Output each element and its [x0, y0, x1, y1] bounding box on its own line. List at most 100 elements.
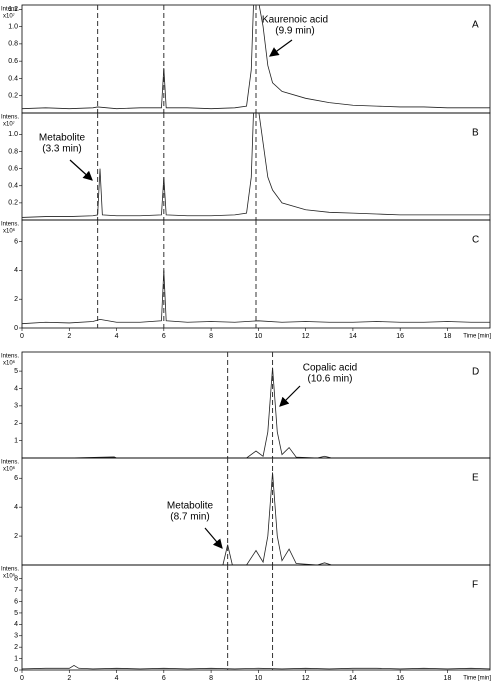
x-tick-label: 8: [209, 333, 213, 340]
panel-letter: A: [472, 20, 479, 31]
x-tick-label: 2: [67, 675, 71, 682]
x-tick-label: 10: [254, 675, 262, 682]
y-tick-label: 6: [14, 598, 18, 605]
annotation-text: Metabolite: [39, 133, 86, 144]
y-tick-label: 4: [14, 267, 18, 274]
y-tick-label: 6: [14, 238, 18, 245]
x-tick-label: 0: [20, 675, 24, 682]
x-tick-label: 6: [162, 333, 166, 340]
annotation-arrow: [69, 159, 93, 181]
y-tick-label: 0.8: [8, 41, 18, 48]
y-tick-label: 0.2: [8, 93, 18, 100]
y-tick-label: 3: [14, 633, 18, 640]
panel-plot: [22, 113, 490, 220]
y-tick-label: 2: [14, 533, 18, 540]
y-tick-label: 4: [14, 504, 18, 511]
y-tick-label: 5: [14, 610, 18, 617]
y-tick-label: 1: [14, 655, 18, 662]
y-axis-unit: x10⁶: [3, 466, 16, 473]
x-tick-label: 18: [444, 675, 452, 682]
panel-plot: [22, 352, 490, 458]
x-tick-label: 12: [302, 675, 310, 682]
panel-letter: F: [472, 580, 478, 591]
x-axis-label: Time [min]: [463, 334, 491, 340]
annotation-arrow: [269, 39, 293, 57]
y-tick-label: 3: [14, 403, 18, 410]
x-tick-label: 14: [349, 675, 357, 682]
annotation-text: Metabolite: [167, 501, 214, 512]
y-tick-label: 1.0: [8, 131, 18, 138]
panel-frame: [21, 457, 491, 566]
y-tick-label: 0: [14, 325, 18, 332]
x-tick-label: 4: [115, 333, 119, 340]
y-tick-label: 1.0: [8, 23, 18, 30]
panel-frame: [21, 564, 491, 671]
y-tick-label: 0.6: [8, 165, 18, 172]
chromatogram-trace: [22, 270, 490, 325]
x-tick-label: 4: [115, 675, 119, 682]
annotation-text: (9.9 min): [275, 26, 314, 37]
x-tick-label: 6: [162, 675, 166, 682]
y-tick-label: 2: [14, 644, 18, 651]
y-axis-label: Intens.: [1, 460, 19, 466]
y-axis-unit: x10⁶: [3, 228, 16, 235]
x-tick-label: 2: [67, 333, 71, 340]
x-tick-label: 16: [396, 675, 404, 682]
panel-plot: [22, 220, 490, 328]
panel-letter: B: [472, 128, 479, 139]
chromatogram-trace: [22, 113, 490, 218]
y-axis-label: Intens.: [1, 7, 19, 13]
y-axis-unit: x10⁷: [3, 121, 15, 128]
panel-plot: [22, 458, 490, 565]
y-tick-label: 4: [14, 621, 18, 628]
y-axis-label: Intens.: [1, 567, 19, 573]
annotation-text: (3.3 min): [42, 144, 81, 155]
annotation-text: Kaurenoic acid: [262, 15, 328, 26]
y-tick-label: 4: [14, 385, 18, 392]
panel-frame: [21, 351, 491, 459]
y-tick-label: 0.2: [8, 200, 18, 207]
y-tick-label: 7: [14, 587, 18, 594]
y-tick-label: 2: [14, 420, 18, 427]
chromatogram-trace: [22, 664, 490, 670]
y-tick-label: 0: [14, 667, 18, 674]
panel-letter: E: [472, 473, 479, 484]
x-tick-label: 8: [209, 675, 213, 682]
annotation-arrow: [279, 385, 301, 407]
panel-letter: D: [472, 367, 479, 378]
y-axis-label: Intens.: [1, 354, 19, 360]
y-tick-label: 6: [14, 475, 18, 482]
y-tick-label: 0.6: [8, 58, 18, 65]
panel-plot: [22, 5, 490, 113]
y-tick-label: 1: [14, 437, 18, 444]
x-tick-label: 14: [349, 333, 357, 340]
y-tick-label: 0.4: [8, 183, 18, 190]
x-tick-label: 12: [302, 333, 310, 340]
y-tick-label: 2: [14, 296, 18, 303]
y-axis-unit: x10⁷: [3, 13, 15, 20]
x-tick-label: 0: [20, 333, 24, 340]
x-tick-label: 16: [396, 333, 404, 340]
annotation-text: (8.7 min): [170, 512, 209, 523]
chromatogram-trace: [22, 472, 490, 565]
y-axis-label: Intens.: [1, 222, 19, 228]
y-axis-unit: x10⁶: [3, 360, 16, 367]
annotation-arrow: [204, 527, 223, 549]
y-tick-label: 5: [14, 368, 18, 375]
chromatogram-trace: [22, 5, 490, 110]
y-axis-unit: x10⁵: [3, 573, 16, 580]
x-tick-label: 18: [444, 333, 452, 340]
x-tick-label: 10: [254, 333, 262, 340]
annotation-text: Copalic acid: [303, 363, 357, 374]
panel-plot: [22, 565, 490, 670]
y-axis-label: Intens.: [1, 115, 19, 121]
y-tick-label: 0.8: [8, 148, 18, 155]
annotation-text: (10.6 min): [307, 374, 352, 385]
x-axis-label: Time [min]: [463, 676, 491, 682]
y-tick-label: 0.4: [8, 75, 18, 82]
panel-letter: C: [472, 235, 479, 246]
chromatogram-trace: [22, 367, 490, 458]
y-tick-label: 1.2: [8, 6, 18, 13]
y-tick-label: 8: [14, 576, 18, 583]
